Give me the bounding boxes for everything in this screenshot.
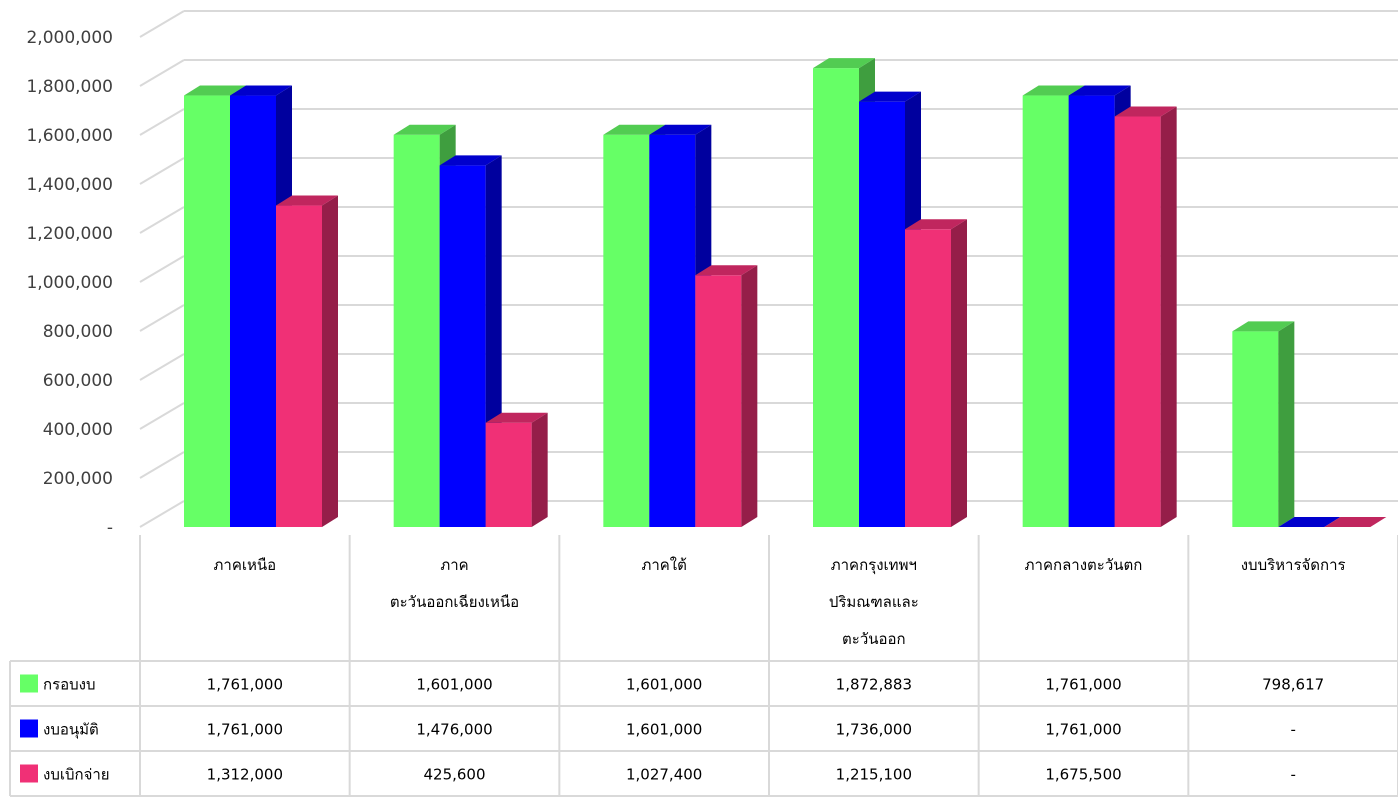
bar-side [322, 196, 338, 527]
bar[interactable] [1069, 96, 1115, 527]
y-tick-label: 1,800,000 [26, 77, 113, 97]
table-cell-value: - [1290, 721, 1295, 739]
bar[interactable] [649, 135, 695, 527]
bar[interactable] [394, 135, 440, 527]
bar-side [1161, 107, 1177, 527]
gridline-depth [140, 207, 184, 233]
bar[interactable] [184, 96, 230, 527]
category-label: ตะวันออก [842, 630, 906, 648]
table-cell-value: 425,600 [423, 766, 485, 784]
bar[interactable] [230, 96, 276, 527]
legend-series-name: งบอนุมัติ [43, 721, 99, 740]
legend-series-name: กรอบงบ [43, 676, 96, 694]
gridline-depth [140, 452, 184, 478]
category-label: ภาคกลางตะวันตก [1025, 556, 1143, 574]
gridline-depth [140, 109, 184, 135]
y-tick-label: 800,000 [43, 322, 113, 342]
bar-side [741, 265, 757, 527]
bar[interactable] [1232, 331, 1278, 527]
bar[interactable] [276, 206, 322, 527]
bar[interactable] [440, 165, 486, 527]
gridline-depth [140, 403, 184, 429]
category-label: ภาค [440, 556, 468, 574]
table-cell-value: 1,736,000 [836, 721, 912, 739]
bar[interactable] [859, 102, 905, 527]
gridline-depth [140, 354, 184, 380]
bar-side [951, 219, 967, 527]
y-tick-label: 200,000 [43, 469, 113, 489]
category-label: ปริมณฑลและ [829, 593, 919, 611]
bar[interactable] [813, 68, 859, 527]
table-cell-value: 1,761,000 [1045, 676, 1121, 694]
bar[interactable] [1023, 96, 1069, 527]
table-cell-value: 1,872,883 [836, 676, 912, 694]
table-cell-value: 1,761,000 [207, 676, 283, 694]
y-tick-label: 1,200,000 [26, 224, 113, 244]
table-cell-value: 1,761,000 [1045, 721, 1121, 739]
legend-swatch [20, 765, 38, 783]
y-tick-label: 1,000,000 [26, 273, 113, 293]
table-cell-value: 798,617 [1262, 676, 1324, 694]
category-label: ภาคใต้ [641, 556, 686, 574]
table-cell-value: 1,601,000 [416, 676, 492, 694]
gridline-depth [140, 256, 184, 282]
category-label: ตะวันออกเฉียงเหนือ [390, 593, 519, 611]
legend-swatch [20, 675, 38, 693]
y-tick-label: 1,600,000 [26, 126, 113, 146]
bar[interactable] [695, 275, 741, 527]
bar[interactable] [1115, 117, 1161, 527]
table-cell-value: 1,476,000 [416, 721, 492, 739]
table-cell-value: 1,761,000 [207, 721, 283, 739]
category-label: ภาคเหนือ [214, 556, 277, 574]
table-cell-value: 1,027,400 [626, 766, 702, 784]
gridline-depth [140, 11, 184, 37]
bar[interactable] [486, 423, 532, 527]
y-tick-label: 400,000 [43, 420, 113, 440]
y-tick-label: - [107, 518, 113, 538]
legend-series-name: งบเบิกจ่าย [43, 766, 110, 784]
legend-swatch [20, 720, 38, 738]
gridline-depth [140, 60, 184, 86]
table-cell-value: 1,601,000 [626, 676, 702, 694]
gridline-depth [140, 501, 184, 527]
category-label: งบบริหารจัดการ [1241, 556, 1346, 574]
table-cell-value: 1,312,000 [207, 766, 283, 784]
table-cell-value: - [1290, 766, 1295, 784]
bar[interactable] [905, 229, 951, 527]
bar-side [532, 413, 548, 527]
table-cell-value: 1,601,000 [626, 721, 702, 739]
table-cell-value: 1,215,100 [836, 766, 912, 784]
table-cell-value: 1,675,500 [1045, 766, 1121, 784]
gridline-depth [140, 305, 184, 331]
y-tick-label: 600,000 [43, 371, 113, 391]
bar-side [1278, 321, 1294, 527]
gridline-depth [140, 158, 184, 184]
y-tick-label: 2,000,000 [26, 28, 113, 48]
y-tick-label: 1,400,000 [26, 175, 113, 195]
bar[interactable] [603, 135, 649, 527]
category-label: ภาคกรุงเทพฯ [831, 556, 917, 575]
